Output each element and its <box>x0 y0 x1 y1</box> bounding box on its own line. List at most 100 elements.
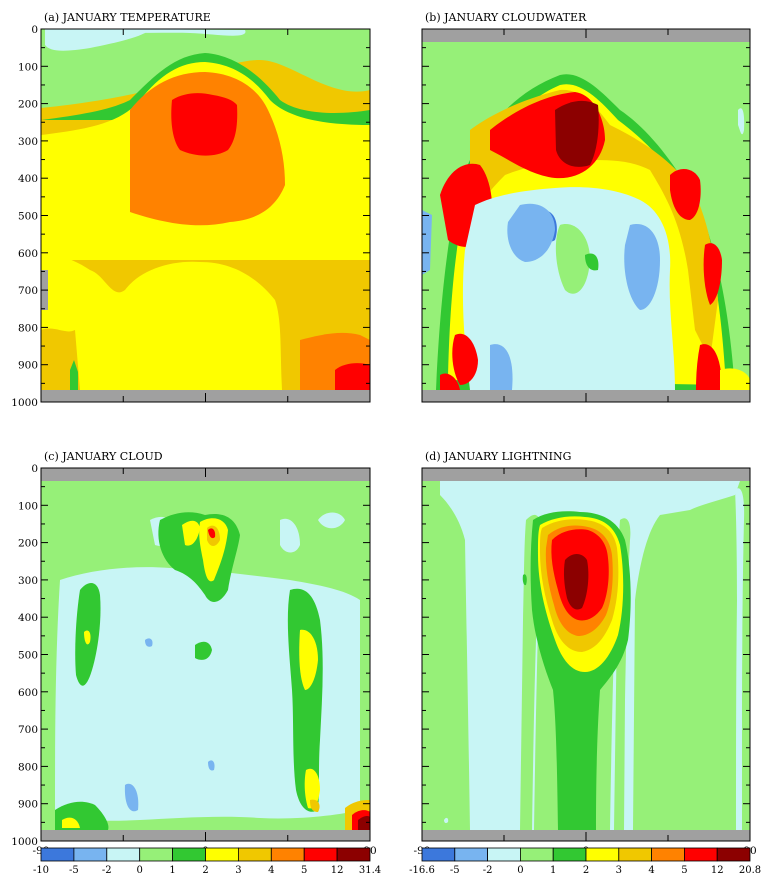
panel-a-region-yellow-low <box>41 250 282 390</box>
colorbar-swatch <box>237 847 272 862</box>
colorbar-swatch <box>205 847 239 862</box>
panel-d-region-green-dot <box>522 574 527 586</box>
panel-d-yaxis <box>422 467 750 842</box>
panel-d-region-cyan <box>440 481 740 830</box>
colorbar-swatch <box>618 847 652 862</box>
ytick-label: 500 <box>18 211 38 223</box>
panel-b: (b) JANUARY CLOUDWATER <box>421 11 751 403</box>
colorbar-swatch <box>303 847 338 862</box>
ytick-label: 400 <box>18 612 38 624</box>
panel-d-title: (d) JANUARY LIGHTNING <box>425 450 571 463</box>
colorbar-label: 2 <box>202 865 208 876</box>
panel-c-yaxis: 0 100 200 300 400 500 600 700 800 900 1000 <box>11 463 370 848</box>
ytick-label: 200 <box>18 538 38 550</box>
panel-c-region-orange-right-low <box>310 799 320 812</box>
panel-a-title: (a) JANUARY TEMPERATURE <box>44 11 211 24</box>
ytick-label: 500 <box>18 650 38 662</box>
panel-c-region-yellow-top-2 <box>199 518 228 582</box>
panel-b-region-darkred <box>555 100 599 167</box>
panel-c-region-cyan <box>55 567 360 821</box>
panel-a-region-red <box>171 93 238 156</box>
panel-b-region-blue-light <box>507 203 555 262</box>
panel-d-region-darkred <box>563 554 589 610</box>
colorbar-swatch <box>651 847 685 862</box>
panel-b-region-red-right <box>670 168 701 220</box>
panel-d: (d) JANUARY LIGHTNING -90090 <box>414 450 757 857</box>
colorbar-swatch <box>40 847 75 862</box>
panel-c-region-yellow-right <box>299 629 318 690</box>
colorbar-swatch <box>454 847 488 862</box>
colorbar-label: 20.8 <box>739 865 761 876</box>
panel-b-region-red-right-2 <box>703 243 722 305</box>
colorbar-swatch <box>684 847 718 862</box>
panel-a-contours <box>41 29 370 402</box>
panel-a-region-red-low <box>335 363 370 390</box>
colorbar-label: 0 <box>517 865 523 876</box>
colorbar-label: 1 <box>169 865 175 876</box>
colorbar-swatch <box>336 847 371 862</box>
colorbar-label: 5 <box>301 865 307 876</box>
colorbar-swatch <box>270 847 305 862</box>
ytick-label: 0 <box>31 463 38 475</box>
colorbar-swatch <box>139 847 173 862</box>
colorbar-label: -5 <box>69 865 79 876</box>
panel-b-xaxis <box>421 29 751 402</box>
colorbar-swatch <box>421 847 456 862</box>
colorbar-swatch <box>172 847 206 862</box>
colorbar-swatch <box>73 847 108 862</box>
panel-c-region-darkred-low-right <box>358 815 370 830</box>
panel-b-region-blue-edge <box>422 210 432 275</box>
panel-a-region-green-low <box>70 360 78 390</box>
panel-b-region-green-inner <box>555 224 590 294</box>
colorbar-label: -16.6 <box>409 865 435 876</box>
panel-b-region-green-inner-2 <box>585 253 599 271</box>
colorbar-label: 12 <box>711 865 724 876</box>
colorbar-swatch <box>552 847 587 862</box>
colorbar-swatch <box>106 847 141 862</box>
ytick-label: 1000 <box>11 397 38 409</box>
colorbar-right: -16.6 -5 -2 0 1 2 3 4 5 12 20.8 <box>409 847 761 876</box>
ytick-label: 800 <box>18 322 38 334</box>
ytick-label: 300 <box>18 575 38 587</box>
panel-d-contours <box>422 468 750 841</box>
panel-c-region-yellow-top <box>182 520 200 546</box>
ytick-label: 300 <box>18 136 38 148</box>
panel-b-region-blue-light-3 <box>490 344 513 390</box>
ytick-label: 700 <box>18 724 38 736</box>
panel-c: (c) JANUARY CLOUD <box>11 450 376 857</box>
ytick-label: 800 <box>18 761 38 773</box>
colorbar-swatch <box>585 847 620 862</box>
colorbar-label: 31.4 <box>359 865 381 876</box>
colorbar-label: 4 <box>268 865 274 876</box>
ytick-label: 700 <box>18 285 38 297</box>
colorbar-swatch <box>520 847 554 862</box>
panel-b-region-red-low <box>440 373 460 390</box>
panel-a: (a) JANUARY TEMPERATURE 0 100 200 300 400 500… <box>11 11 371 409</box>
panel-b-region-cyan-edge <box>738 108 745 135</box>
colorbar-label: 0 <box>137 865 143 876</box>
panel-b-title: (b) JANUARY CLOUDWATER <box>425 11 587 24</box>
ytick-label: 400 <box>18 173 38 185</box>
ytick-label: 600 <box>18 248 38 260</box>
panel-b-region-blue-light-2 <box>624 224 660 310</box>
colorbar-label: -10 <box>33 865 49 876</box>
ytick-label: 100 <box>18 500 38 512</box>
panel-b-region-yellow-low <box>720 368 750 390</box>
ytick-label: 600 <box>18 687 38 699</box>
panel-b-region-red-low-right <box>696 344 722 390</box>
panel-c-contours <box>41 468 370 841</box>
panel-d-region-cyan-dot <box>444 817 449 824</box>
panel-c-region-cyan-3 <box>280 518 300 553</box>
panel-c-region-blue-light-low-2 <box>208 760 215 771</box>
panel-c-region-yellow-left <box>84 630 91 645</box>
ytick-label: 1000 <box>11 836 38 848</box>
ytick-label: 900 <box>18 799 38 811</box>
colorbar-left: -10 -5 -2 0 1 2 3 4 5 12 31.4 <box>33 847 381 876</box>
colorbar-label: -5 <box>450 865 460 876</box>
panel-c-region-yellow-right-low <box>304 768 320 809</box>
colorbar-swatch <box>487 847 521 862</box>
panel-c-region-yellow-low-left <box>62 817 80 828</box>
colorbar-label: 4 <box>648 865 654 876</box>
panel-c-region-blue-light-mid <box>145 638 153 647</box>
panel-a-yaxis: 0 100 200 300 400 500 600 700 800 900 1000 <box>11 24 370 409</box>
